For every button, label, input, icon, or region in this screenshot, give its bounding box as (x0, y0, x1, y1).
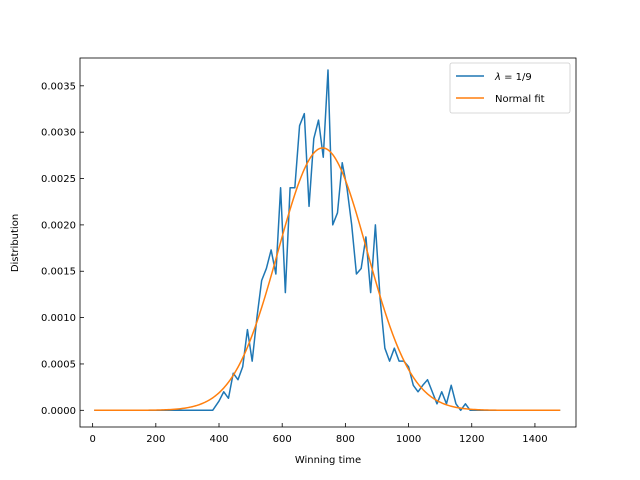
legend-label-series-1: λ = 1/9 (494, 72, 532, 83)
legend-lambda-value: = 1/9 (501, 72, 532, 83)
x-tick-label: 1400 (522, 434, 547, 445)
y-tick-label: 0.0030 (41, 128, 76, 139)
x-tick-label: 800 (336, 434, 355, 445)
legend: λ = 1/9 Normal fit (449, 62, 571, 114)
x-tick-label: 400 (209, 434, 228, 445)
y-tick-label: 0.0015 (41, 267, 76, 278)
legend-label-series-2: Normal fit (495, 94, 545, 105)
y-tick-label: 0.0025 (41, 174, 76, 185)
x-tick-label: 1000 (396, 434, 421, 445)
y-tick-label: 0.0000 (41, 406, 76, 417)
y-axis: 0.0000 0.0005 0.0010 0.0015 0.0020 0.0025 0.00… (41, 81, 84, 417)
y-tick-label: 0.0035 (41, 81, 76, 92)
legend-frame (449, 62, 571, 114)
x-tick-label: 0 (89, 434, 95, 445)
x-tick-label: 600 (273, 434, 292, 445)
y-tick-label: 0.0020 (41, 220, 76, 231)
axes-frame (79, 57, 577, 428)
y-tick-label: 0.0005 (41, 359, 76, 370)
x-axis-label: Winning time (295, 455, 361, 466)
x-tick-label: 200 (146, 434, 165, 445)
y-axis-label: Distribution (10, 214, 21, 272)
x-tick-label: 1200 (459, 434, 484, 445)
plot-area (94, 69, 561, 412)
x-axis: 0 200 400 600 800 1000 1200 1400 (89, 423, 548, 445)
series-line-normal-fit (94, 147, 561, 412)
legend-lambda-symbol: λ (494, 72, 501, 83)
y-tick-label: 0.0010 (41, 313, 76, 324)
